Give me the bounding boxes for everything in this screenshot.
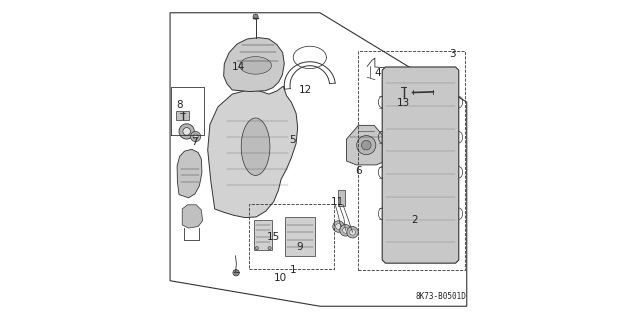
Ellipse shape <box>241 118 270 175</box>
Polygon shape <box>208 86 298 218</box>
Circle shape <box>255 247 259 250</box>
Bar <box>177 111 189 120</box>
Polygon shape <box>346 125 386 165</box>
Circle shape <box>347 226 358 238</box>
Bar <box>253 220 272 250</box>
Text: 4: 4 <box>374 68 381 78</box>
Circle shape <box>268 247 271 250</box>
Circle shape <box>253 14 258 19</box>
Text: 1: 1 <box>289 264 296 275</box>
Text: 12: 12 <box>299 85 312 95</box>
Circle shape <box>349 229 355 235</box>
Circle shape <box>340 225 351 236</box>
Polygon shape <box>223 38 284 92</box>
Circle shape <box>179 124 195 139</box>
Polygon shape <box>182 205 203 228</box>
Text: 13: 13 <box>396 98 410 108</box>
Circle shape <box>356 136 376 155</box>
Bar <box>285 217 316 256</box>
Text: 6: 6 <box>355 166 362 176</box>
Bar <box>337 190 344 206</box>
Polygon shape <box>382 67 459 263</box>
Text: 14: 14 <box>232 62 245 72</box>
Text: 8K73-B0501D: 8K73-B0501D <box>416 293 467 301</box>
Text: 7: 7 <box>191 137 197 147</box>
Polygon shape <box>177 149 202 198</box>
Text: 3: 3 <box>449 49 456 59</box>
Text: 15: 15 <box>267 232 280 242</box>
Circle shape <box>342 227 348 233</box>
Text: 2: 2 <box>411 215 417 225</box>
Circle shape <box>333 221 344 232</box>
Ellipse shape <box>239 56 271 74</box>
Circle shape <box>193 134 198 139</box>
Text: 10: 10 <box>273 273 287 283</box>
Text: 9: 9 <box>296 242 303 252</box>
Circle shape <box>191 131 201 142</box>
Circle shape <box>362 140 371 150</box>
Circle shape <box>335 224 341 229</box>
Text: 11: 11 <box>331 197 344 207</box>
Text: 8: 8 <box>177 100 183 110</box>
Circle shape <box>183 128 191 135</box>
Circle shape <box>233 270 239 276</box>
Text: 5: 5 <box>289 135 296 145</box>
